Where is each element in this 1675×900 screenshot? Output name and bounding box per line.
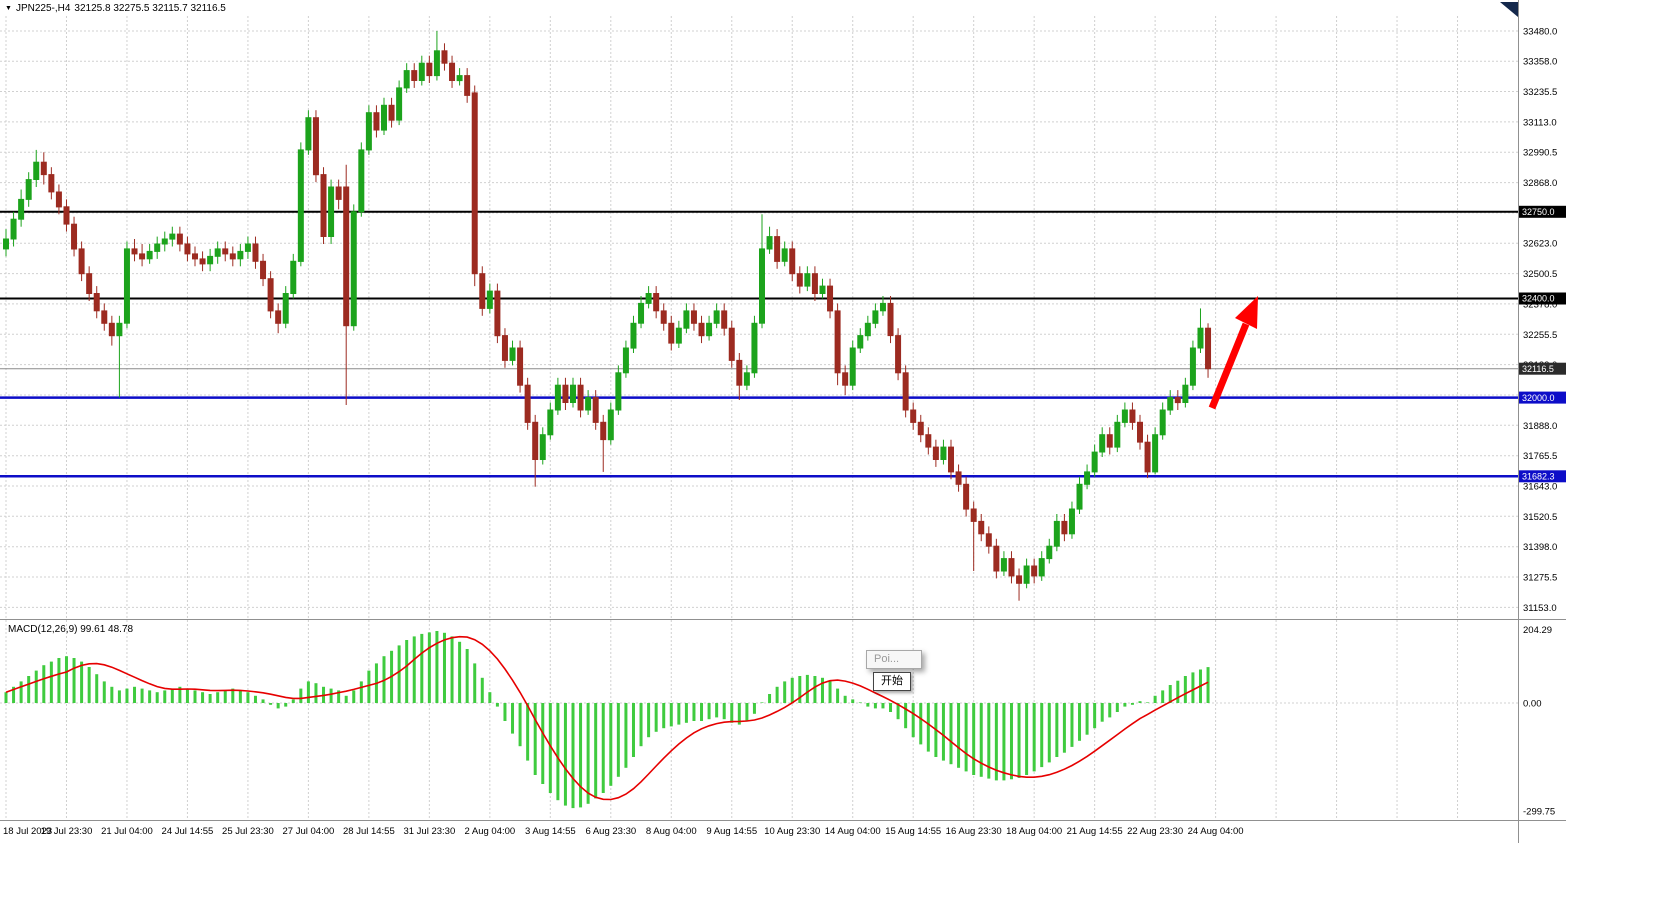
svg-text:31520.5: 31520.5 (1523, 512, 1557, 523)
symbol-ohlc-values: 32125.8 32275.5 32115.7 32116.5 (74, 3, 226, 14)
svg-text:6 Aug 23:30: 6 Aug 23:30 (585, 826, 636, 837)
macd-histogram-layer (4, 631, 1210, 809)
svg-text:2 Aug 04:00: 2 Aug 04:00 (464, 826, 515, 837)
svg-text:18 Aug 04:00: 18 Aug 04:00 (1006, 826, 1062, 837)
svg-text:32500.5: 32500.5 (1523, 269, 1557, 280)
svg-text:31 Jul 23:30: 31 Jul 23:30 (403, 826, 455, 837)
symbol-info-bar: ▼ JPN225-,H4 32125.8 32275.5 32115.7 321… (5, 3, 226, 15)
svg-text:27 Jul 04:00: 27 Jul 04:00 (283, 826, 335, 837)
svg-text:8 Aug 04:00: 8 Aug 04:00 (646, 826, 697, 837)
svg-text:-299.75: -299.75 (1523, 806, 1555, 817)
price-chart[interactable]: 33480.0 33358.0 33235.5 33113.0 32990.5 32868… (0, 0, 1675, 845)
svg-text:31643.0: 31643.0 (1523, 482, 1557, 493)
svg-text:33235.5: 33235.5 (1523, 87, 1557, 98)
svg-text:19 Jul 23:30: 19 Jul 23:30 (41, 826, 93, 837)
svg-text:31888.0: 31888.0 (1523, 421, 1557, 432)
svg-text:31275.5: 31275.5 (1523, 573, 1557, 584)
symbol-dropdown-icon[interactable]: ▼ (5, 5, 12, 12)
svg-text:32750.0: 32750.0 (1522, 207, 1555, 217)
svg-text:32868.0: 32868.0 (1523, 178, 1557, 189)
svg-text:0.00: 0.00 (1523, 699, 1542, 710)
popup-window: Poi... 开始 (866, 650, 926, 691)
svg-text:21 Jul 04:00: 21 Jul 04:00 (101, 826, 153, 837)
svg-text:32116.5: 32116.5 (1522, 364, 1554, 374)
svg-text:33113.0: 33113.0 (1523, 117, 1557, 128)
svg-text:33358.0: 33358.0 (1523, 57, 1557, 68)
macd-signal-line (5, 635, 1209, 801)
horizontal-lines-layer[interactable] (0, 210, 1518, 478)
svg-text:18 Jul 2023: 18 Jul 2023 (3, 826, 52, 837)
svg-text:3 Aug 14:55: 3 Aug 14:55 (525, 826, 576, 837)
svg-text:31153.0: 31153.0 (1523, 603, 1557, 614)
svg-text:31398.0: 31398.0 (1523, 542, 1557, 553)
pane-separators (0, 0, 1566, 843)
symbol-title: JPN225-,H4 (15, 3, 71, 14)
svg-text:15 Aug 14:55: 15 Aug 14:55 (885, 826, 941, 837)
macd-indicator-label: MACD(12,26,9) 99.61 48.78 (8, 624, 134, 635)
svg-text:32400.0: 32400.0 (1522, 294, 1555, 304)
svg-text:9 Aug 14:55: 9 Aug 14:55 (706, 826, 757, 837)
price-line-badges: 32750.0 32400.0 32116.5 32000.0 31682.3 (1519, 205, 1566, 483)
svg-text:32990.5: 32990.5 (1523, 148, 1557, 159)
svg-text:10 Aug 23:30: 10 Aug 23:30 (764, 826, 820, 837)
svg-text:22 Aug 23:30: 22 Aug 23:30 (1127, 826, 1183, 837)
start-button[interactable]: 开始 (873, 672, 911, 691)
trend-arrow-annotation[interactable] (1208, 296, 1258, 410)
svg-text:16 Aug 23:30: 16 Aug 23:30 (946, 826, 1002, 837)
svg-text:24 Aug 04:00: 24 Aug 04:00 (1188, 826, 1244, 837)
svg-text:28 Jul 14:55: 28 Jul 14:55 (343, 826, 395, 837)
svg-text:31682.3: 31682.3 (1522, 472, 1555, 482)
chart-shift-icon[interactable] (1500, 2, 1518, 17)
svg-text:25 Jul 23:30: 25 Jul 23:30 (222, 826, 274, 837)
svg-text:32000.0: 32000.0 (1522, 393, 1555, 403)
svg-text:204.29: 204.29 (1523, 625, 1552, 636)
svg-text:31765.5: 31765.5 (1523, 451, 1557, 462)
grid-layer (0, 16, 1518, 818)
svg-text:14 Aug 04:00: 14 Aug 04:00 (825, 826, 881, 837)
svg-text:32623.0: 32623.0 (1523, 239, 1557, 250)
price-axis[interactable]: 33480.0 33358.0 33235.5 33113.0 32990.5 32868… (1523, 27, 1557, 818)
candles-layer (3, 31, 1212, 601)
svg-text:32255.5: 32255.5 (1523, 330, 1557, 341)
svg-text:21 Aug 14:55: 21 Aug 14:55 (1067, 826, 1123, 837)
popup-title: Poi... (866, 650, 922, 669)
svg-text:24 Jul 14:55: 24 Jul 14:55 (162, 826, 214, 837)
svg-text:33480.0: 33480.0 (1523, 27, 1557, 38)
svg-text:32378.0: 32378.0 (1523, 299, 1557, 310)
